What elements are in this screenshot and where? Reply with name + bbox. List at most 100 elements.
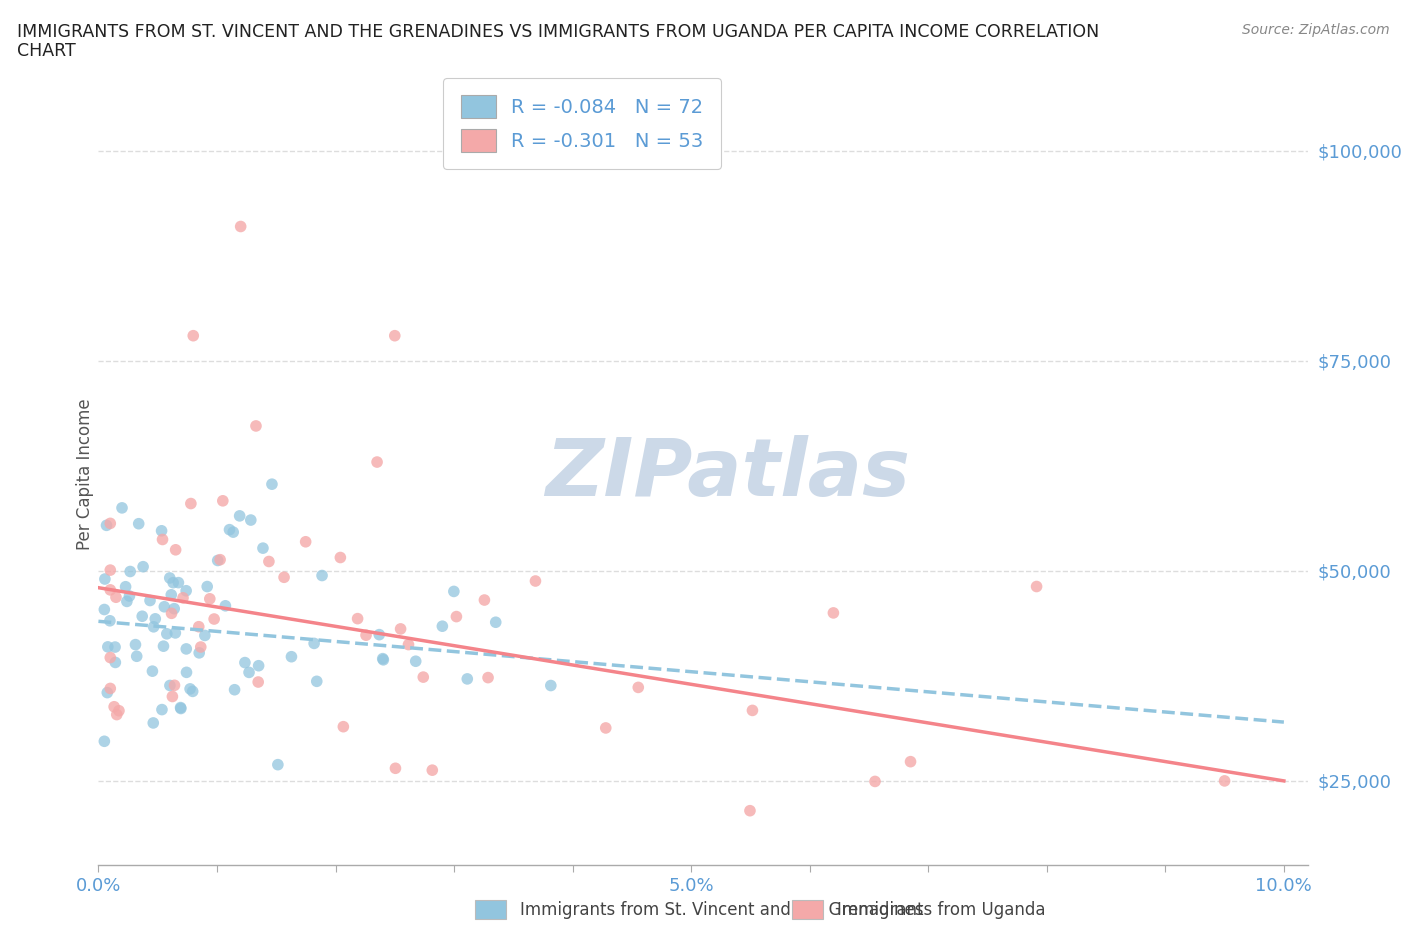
Point [900,754,922,769]
Point [153,599,176,614]
Point [332,719,354,734]
Point [98,516,121,531]
Point [229,219,252,234]
Point [181,328,204,343]
Point [163,601,186,616]
Point [160,605,183,620]
Point [389,621,412,636]
Point [97,640,120,655]
Point [165,542,187,557]
Point [159,570,181,585]
Point [252,540,274,555]
Point [485,615,508,630]
Point [132,559,155,574]
Point [142,619,165,634]
Point [190,640,212,655]
Point [125,649,148,664]
Point [96,685,118,700]
Point [257,554,280,569]
Point [741,703,763,718]
Text: Source: ZipAtlas.com: Source: ZipAtlas.com [1241,23,1389,37]
Point [194,628,217,643]
Point [195,579,218,594]
Point [371,651,394,666]
Point [176,665,198,680]
Point [159,678,181,693]
Point [222,525,245,539]
Point [98,582,121,597]
Text: IMMIGRANTS FROM ST. VINCENT AND THE GRENADINES VS IMMIGRANTS FROM UGANDA PER CAP: IMMIGRANTS FROM ST. VINCENT AND THE GREN… [17,23,1099,41]
Point [373,652,395,667]
Point [280,649,302,664]
Point [329,550,352,565]
Point [160,588,183,603]
Point [738,804,761,818]
Point [93,602,115,617]
Point [98,650,121,665]
Point [627,680,650,695]
Point [420,763,443,777]
Point [108,703,131,718]
Point [366,455,388,470]
Point [143,611,166,626]
Point [114,579,136,594]
Point [156,627,179,642]
Point [162,689,184,704]
Point [169,700,191,715]
Point [198,591,221,606]
Point [187,619,209,634]
Point [115,594,138,609]
Point [456,671,478,686]
Point [167,575,190,590]
Point [384,761,406,776]
Point [202,612,225,627]
Point [188,645,211,660]
Point [405,654,427,669]
Point [595,721,617,736]
Point [103,699,125,714]
Point [368,627,391,642]
Point [162,576,184,591]
Point [305,674,328,689]
Text: Immigrants from St. Vincent and the Grenadines: Immigrants from St. Vincent and the Gren… [520,900,924,919]
Text: CHART: CHART [17,42,76,60]
Point [141,664,163,679]
Point [209,552,232,567]
Y-axis label: Per Capita Income: Per Capita Income [76,398,94,551]
Point [446,609,468,624]
Point [863,774,886,789]
Point [170,701,193,716]
Point [96,518,118,533]
Point [150,524,173,538]
Point [247,674,270,689]
Point [120,565,142,579]
Point [218,523,240,538]
Point [150,702,173,717]
Point [247,658,270,673]
Point [233,655,256,670]
Point [1213,774,1236,789]
Point [398,637,420,652]
Point [823,605,845,620]
Point [214,598,236,613]
Point [131,609,153,624]
Point [384,328,406,343]
Point [477,671,499,685]
Point [98,614,121,629]
Point [245,418,267,433]
Point [174,642,197,657]
Point [94,572,117,587]
Point [443,584,465,599]
Point [260,477,283,492]
Point [524,574,547,589]
Point [412,670,434,684]
Point [163,678,186,693]
Point [179,682,201,697]
Point [165,626,187,641]
Text: Immigrants from Uganda: Immigrants from Uganda [837,900,1045,919]
Point [294,535,316,550]
Point [128,516,150,531]
Point [142,715,165,730]
Point [474,592,496,607]
Point [152,532,174,547]
